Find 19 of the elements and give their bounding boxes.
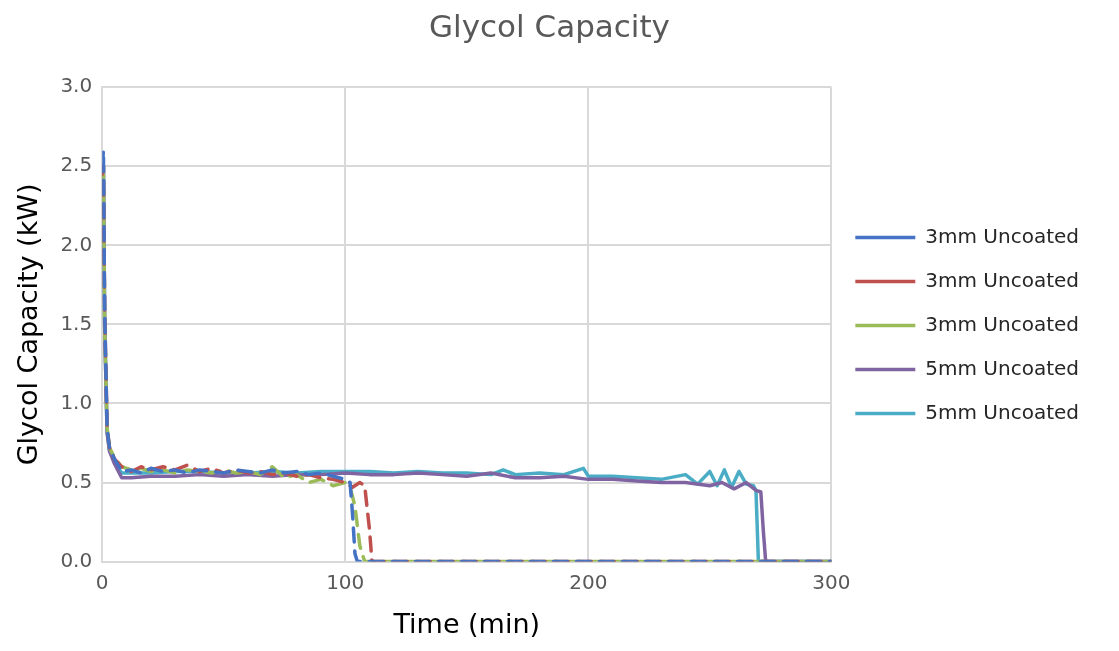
legend-label: 3mm Uncoated — [925, 223, 1080, 248]
legend-label: 3mm Uncoated — [925, 267, 1080, 292]
y-tick-label: 2.0 — [60, 231, 93, 256]
legend-label: 5mm Uncoated — [925, 355, 1080, 380]
x-tick-label: 100 — [326, 569, 365, 594]
y-tick-label: 3.0 — [60, 73, 93, 98]
x-tick-label: 200 — [569, 569, 608, 594]
x-tick-label: 0 — [95, 569, 109, 594]
y-tick-label: 2.5 — [60, 152, 93, 177]
legend-label: 3mm Uncoated — [925, 311, 1080, 336]
y-tick-label: 1.0 — [60, 389, 93, 414]
legend-label: 5mm Uncoated — [925, 399, 1080, 424]
chart-title: Glycol Capacity — [429, 7, 670, 44]
y-tick-label: 0.5 — [60, 468, 93, 493]
y-axis-title: Glycol Capacity (kW) — [12, 183, 44, 466]
x-axis-title: Time (min) — [392, 607, 541, 639]
y-tick-label: 0.0 — [60, 547, 93, 572]
y-tick-label: 1.5 — [60, 310, 93, 335]
x-tick-label: 300 — [812, 569, 851, 594]
